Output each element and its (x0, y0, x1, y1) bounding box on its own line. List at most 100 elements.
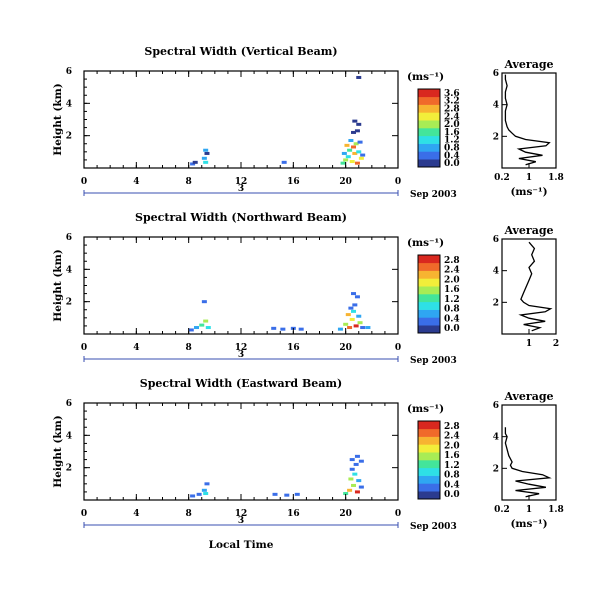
heatmap-cell (365, 326, 371, 330)
heatmap-cell (203, 148, 209, 152)
heatmap-cell (351, 483, 357, 487)
colorbar-swatch (418, 436, 440, 445)
x-tick-label: 0 (81, 343, 87, 353)
y-tick-label: 2 (66, 298, 72, 308)
colorbar-tick-label: 0.8 (444, 471, 460, 481)
heatmap-cell (343, 322, 349, 326)
colorbar-swatch (418, 143, 440, 152)
colorbar-tick-label: 2.0 (444, 441, 460, 451)
colorbar-tick-label: 0.0 (444, 159, 460, 169)
colorbar-swatch (418, 309, 440, 318)
x-tick-label: 20 (339, 343, 352, 353)
colorbar-tick-label: 2.0 (444, 120, 460, 130)
date-label: Sep 2003 (410, 356, 457, 366)
heatmap-cell (358, 156, 364, 160)
colorbar-swatch (418, 255, 440, 264)
colorbar-tick-label: 0.8 (444, 144, 460, 154)
colorbar-tick-label: 1.6 (444, 451, 460, 461)
y-axis-label: Height (km) (52, 249, 64, 321)
heatmap-cell (272, 492, 278, 496)
heatmap-cell (280, 327, 286, 331)
colorbar-tick-label: 2.8 (444, 105, 460, 115)
x-tick-label: 8 (186, 177, 192, 187)
heatmap-cell (194, 326, 200, 330)
heatmap-cell (188, 328, 194, 332)
date-label: Sep 2003 (410, 522, 457, 532)
x-tick-label: 16 (287, 177, 300, 187)
heatmap-cell (192, 160, 198, 164)
average-x-tick-label: 1 (526, 505, 532, 515)
heatmap-cell (204, 482, 210, 486)
heatmap-cell (360, 326, 366, 330)
x-tick-label: 4 (133, 177, 139, 187)
average-title: Average (503, 58, 553, 71)
average-x-tick-label: 1 (526, 173, 532, 183)
heatmap-cell (196, 492, 202, 496)
colorbar-unit-label: (ms⁻¹) (407, 71, 444, 83)
heatmap-cell (201, 156, 207, 160)
colorbar-unit-label: (ms⁻¹) (407, 237, 444, 249)
heatmap-cell (345, 313, 351, 317)
heatmap-cell (343, 158, 349, 162)
colorbar-swatch (418, 159, 440, 168)
colorbar-frame (417, 254, 441, 334)
heatmap-cell (356, 75, 362, 79)
average-y-tick-label: 6 (493, 69, 499, 79)
colorbar-swatch (418, 278, 440, 287)
heatmap-cell (340, 161, 346, 165)
y-tick-label: 4 (66, 431, 72, 441)
heatmap-cell (352, 472, 358, 476)
colorbar-swatch (418, 262, 440, 271)
colorbar-swatch (418, 301, 440, 310)
heatmap-cell (358, 459, 364, 463)
day-label: 3 (238, 350, 244, 360)
heatmap-cell (357, 321, 363, 325)
heatmap-cell (347, 488, 353, 492)
heatmap-cell (349, 317, 355, 321)
colorbar-frame (417, 420, 441, 500)
average-x-tick-label: 1 (526, 339, 532, 349)
x-tick-label: 0 (395, 177, 401, 187)
y-tick-label: 6 (66, 233, 72, 243)
average-profile-line (518, 241, 553, 332)
heatmap-cell (347, 148, 353, 152)
y-tick-label: 2 (66, 132, 72, 142)
y-tick-label: 4 (66, 265, 72, 275)
colorbar-frame (417, 88, 441, 168)
average-x-tick-label: 1.8 (548, 505, 564, 515)
x-tick-label: 4 (133, 509, 139, 519)
colorbar-swatch (418, 483, 440, 492)
heatmap-cell (354, 129, 360, 133)
panel-title: Spectral Width (Vertical Beam) (144, 45, 337, 58)
heatmap-cell (201, 300, 207, 304)
colorbar-swatch (418, 491, 440, 500)
x-tick-label: 16 (287, 509, 300, 519)
colorbar-swatch (418, 452, 440, 461)
x-tick-label: 0 (395, 343, 401, 353)
x-tick-label: 20 (339, 509, 352, 519)
average-y-tick-label: 4 (493, 433, 499, 443)
colorbar-tick-label: 2.4 (444, 112, 460, 122)
heatmap-cell (349, 467, 355, 471)
x-tick-label: 20 (339, 177, 352, 187)
x-tick-label: 0 (395, 509, 401, 519)
heatmap-cell (203, 319, 209, 323)
colorbar-swatch (418, 286, 440, 295)
colorbar-tick-label: 0.4 (444, 480, 460, 490)
colorbar-swatch (418, 120, 440, 129)
panel-title: Spectral Width (Northward Beam) (135, 211, 347, 224)
colorbar-swatch (418, 128, 440, 137)
colorbar-swatch (418, 317, 440, 326)
average-x-tick-label: 0.2 (494, 173, 510, 183)
heatmap-cell (344, 143, 350, 147)
colorbar-swatch (418, 270, 440, 279)
colorbar-tick-label: 1.2 (444, 136, 460, 146)
heatmap-cell (351, 130, 357, 134)
heatmap-cell (298, 327, 304, 331)
average-x-tick-label: 1.8 (548, 173, 564, 183)
heatmap-cell (360, 153, 366, 157)
heatmap-cell (356, 479, 362, 483)
heatmap-cell (347, 326, 353, 330)
average-profile-line (504, 74, 551, 166)
heatmap-cell (199, 323, 205, 327)
